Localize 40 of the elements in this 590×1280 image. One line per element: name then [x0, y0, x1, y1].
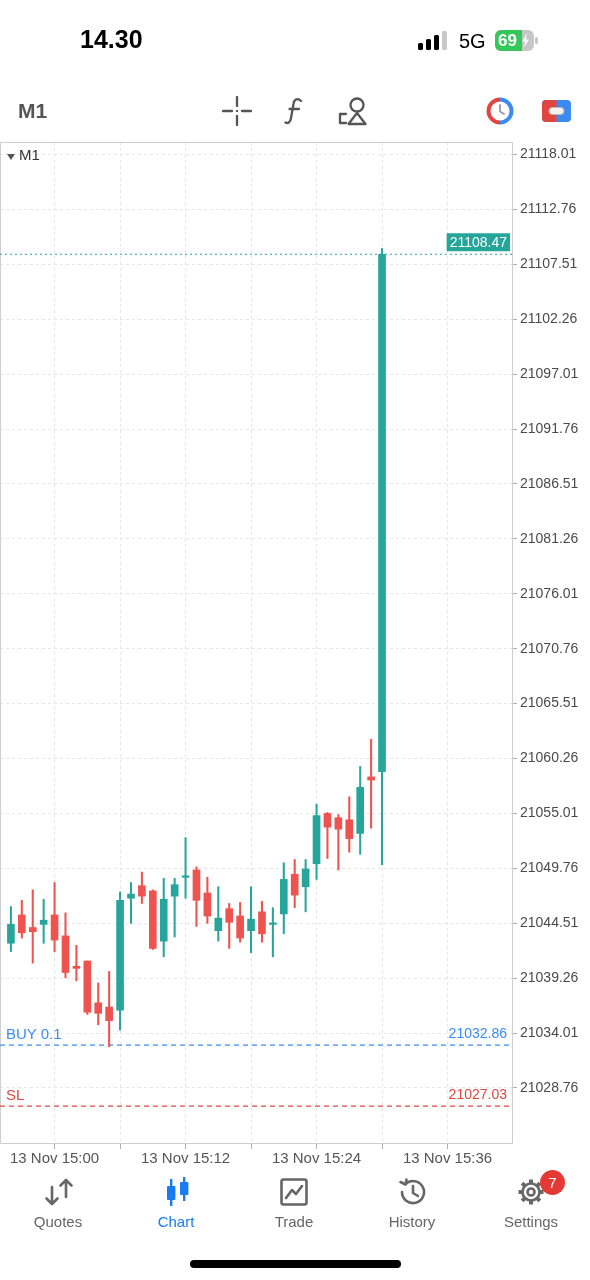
- candlestick: [181, 837, 190, 899]
- y-tick-label: 21086.51: [520, 474, 579, 491]
- y-tick-label: 21107.51: [520, 255, 578, 272]
- ref-line-label: SL: [6, 1085, 25, 1103]
- y-tick-label: 21039.26: [520, 969, 579, 986]
- y-tick-label: 21044.51: [520, 914, 579, 931]
- y-tick-label: 21055.01: [520, 804, 579, 821]
- text: Quotes: [33, 1213, 83, 1230]
- y-tick-label: 21091.76: [520, 419, 579, 436]
- chart-title: M1: [18, 99, 48, 122]
- chart-subtitle: M1: [19, 146, 40, 163]
- text: 7: [548, 1174, 557, 1191]
- annotation: 21027.03: [448, 1085, 508, 1102]
- y-tick-label: 21081.26: [520, 529, 579, 546]
- ref-line-label: BUY 0.1: [6, 1024, 62, 1042]
- text: Chart: [157, 1213, 195, 1230]
- y-tick-label: 21102.26: [520, 310, 578, 327]
- y-tick-label: 21076.01: [520, 584, 579, 601]
- text: 69: [498, 31, 517, 50]
- x-tick-label: 13 Nov 15:00: [9, 1149, 100, 1167]
- y-tick-label: 21034.01: [520, 1023, 579, 1040]
- annotation: 21032.86: [448, 1024, 508, 1041]
- y-tick-label: 21065.51: [520, 694, 579, 711]
- x-tick-label: 13 Nov 15:24: [271, 1149, 362, 1167]
- text: 5G: [459, 30, 486, 52]
- y-tick-label: 21028.76: [520, 1078, 579, 1095]
- text: History: [388, 1213, 436, 1230]
- y-tick-label: 21112.76: [520, 200, 577, 217]
- y-tick-label: 21060.26: [520, 749, 579, 766]
- x-tick-label: 13 Nov 15:36: [402, 1149, 493, 1167]
- text: 14.30: [80, 25, 143, 53]
- text: Settings: [503, 1213, 559, 1230]
- y-tick-label: 21118.01: [520, 145, 577, 162]
- candlestick: [269, 907, 277, 958]
- y-tick-label: 21049.76: [520, 859, 579, 876]
- annotation: 21108.47: [449, 234, 508, 251]
- y-tick-label: 21097.01: [520, 364, 579, 381]
- text: Trade: [274, 1213, 314, 1230]
- x-tick-label: 13 Nov 15:12: [140, 1149, 231, 1167]
- y-tick-label: 21070.76: [520, 639, 579, 656]
